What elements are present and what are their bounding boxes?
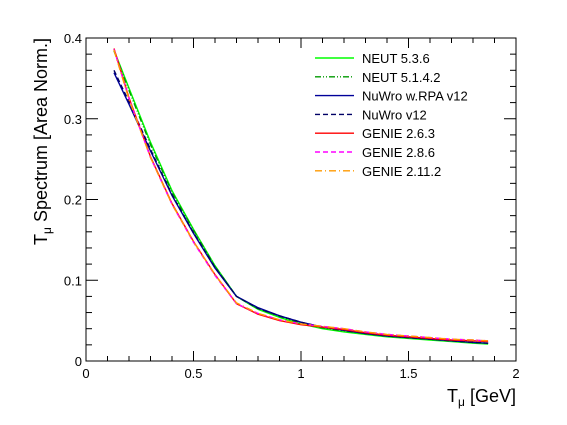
x-tick-label-0: 0 bbox=[82, 366, 89, 381]
x-tick-label-3: 1.5 bbox=[399, 366, 417, 381]
x-tick-label-1: 0.5 bbox=[184, 366, 202, 381]
axes-layer: 0 0.5 1 1.5 2 0 0.1 0.2 0.3 0.4 bbox=[64, 31, 520, 381]
y-tick-label-2: 0.2 bbox=[64, 193, 82, 208]
y-tick-label-0: 0 bbox=[75, 354, 82, 369]
legend-entry-4: GENIE 2.6.3 bbox=[362, 126, 435, 141]
legend-entry-3: NuWro v12 bbox=[362, 107, 427, 122]
x-axis-label: Tμ [GeV] bbox=[447, 386, 516, 409]
x-axis-label-main: T bbox=[447, 386, 458, 406]
y-axis-label: Tμ Spectrum [Area Norm.] bbox=[31, 38, 54, 245]
x-tick-label-2: 1 bbox=[297, 366, 304, 381]
series-line-3 bbox=[113, 69, 489, 344]
y-axis-label-rest: Spectrum [Area Norm.] bbox=[31, 38, 51, 227]
legend: NEUT 5.3.6 NEUT 5.1.4.2 NuWro w.RPA v12 NuW… bbox=[315, 51, 468, 179]
x-axis-label-sub: μ bbox=[458, 395, 465, 409]
y-tick-label-4: 0.4 bbox=[64, 31, 82, 46]
series-line-6 bbox=[113, 49, 489, 342]
y-axis-label-main: T bbox=[31, 234, 51, 245]
series-layer bbox=[113, 48, 489, 345]
legend-entry-5: GENIE 2.8.6 bbox=[362, 145, 435, 160]
legend-entry-1: NEUT 5.1.4.2 bbox=[362, 70, 441, 85]
legend-entry-2: NuWro w.RPA v12 bbox=[362, 89, 468, 104]
y-axis-label-sub: μ bbox=[40, 227, 54, 234]
x-tick-label-4: 2 bbox=[512, 366, 519, 381]
x-axis-label-rest: [GeV] bbox=[465, 386, 516, 406]
legend-entry-0: NEUT 5.3.6 bbox=[362, 51, 430, 66]
legend-entry-6: GENIE 2.11.2 bbox=[362, 164, 441, 179]
y-tick-label-3: 0.3 bbox=[64, 112, 82, 127]
y-tick-label-1: 0.1 bbox=[64, 273, 82, 288]
